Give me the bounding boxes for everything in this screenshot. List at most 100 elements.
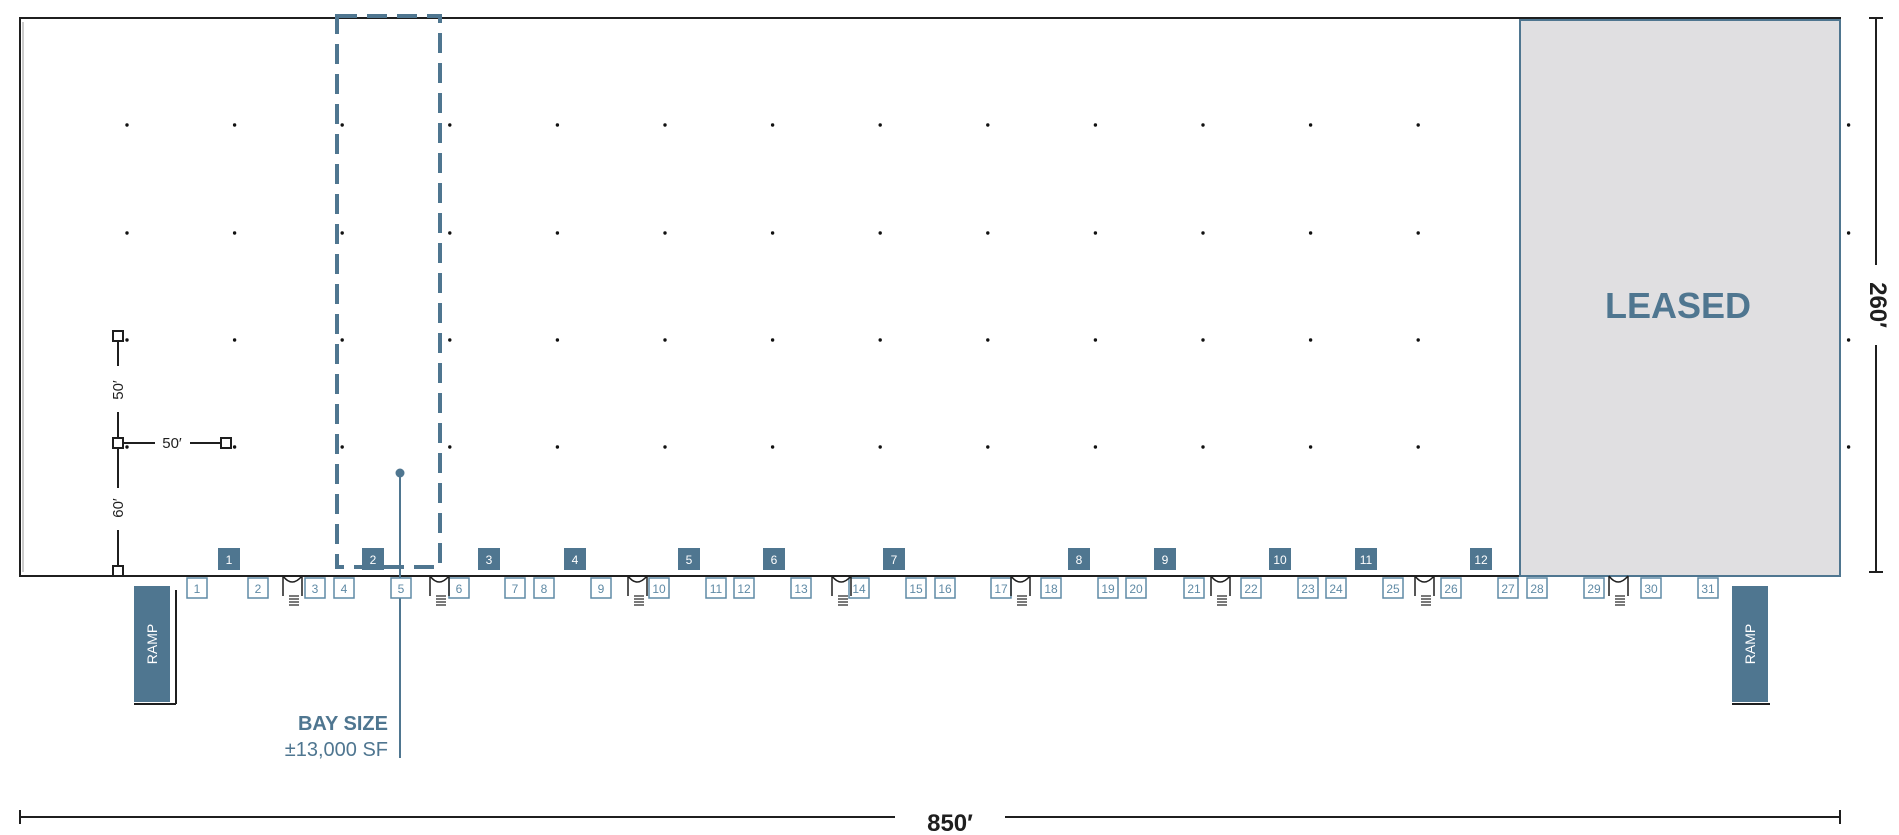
column-dot bbox=[986, 123, 990, 127]
dock-door: 10 bbox=[648, 577, 670, 599]
stair-icon bbox=[1010, 575, 1031, 606]
leased-label: LEASED bbox=[1605, 285, 1751, 326]
bay-size-title: BAY SIZE bbox=[298, 713, 388, 735]
dock-door-label: 6 bbox=[456, 582, 463, 596]
column-dot bbox=[1846, 123, 1851, 127]
drive-in-door-label: 9 bbox=[1162, 553, 1169, 567]
drive-in-door: 8 bbox=[1068, 548, 1090, 570]
drive-in-door-label: 4 bbox=[572, 553, 579, 567]
drive-in-door: 1 bbox=[218, 548, 240, 570]
dock-door: 22 bbox=[1240, 577, 1262, 599]
column-spacing-vertical-label: 50′ bbox=[110, 380, 127, 400]
column-dot bbox=[125, 445, 129, 449]
column-dot bbox=[1308, 445, 1313, 449]
column-dot bbox=[1093, 231, 1098, 235]
dock-door: 13 bbox=[790, 577, 812, 599]
dock-door: 11 bbox=[705, 577, 727, 599]
dock-door: 24 bbox=[1325, 577, 1347, 599]
dock-door-label: 30 bbox=[1644, 582, 1658, 596]
drive-in-door: 5 bbox=[678, 548, 700, 570]
dock-door: 19 bbox=[1097, 577, 1119, 599]
column-spacing-horizontal-label: 50′ bbox=[162, 435, 182, 452]
drive-in-door: 11 bbox=[1355, 548, 1377, 570]
dock-door: 25 bbox=[1382, 577, 1404, 599]
column-dot bbox=[770, 231, 775, 235]
column-dot bbox=[1093, 123, 1098, 127]
column-dot bbox=[1416, 338, 1420, 342]
column-dot bbox=[555, 123, 560, 127]
dock-door: 21 bbox=[1183, 577, 1205, 599]
dock-door-label: 7 bbox=[512, 582, 519, 596]
stair-icon bbox=[429, 575, 450, 606]
width-dimension-label: 850′ bbox=[927, 810, 973, 835]
dock-door: 15 bbox=[905, 577, 927, 599]
dock-door: 31 bbox=[1697, 577, 1719, 599]
column-dot bbox=[1416, 123, 1420, 127]
column-dot bbox=[663, 445, 667, 449]
dock-door: 27 bbox=[1497, 577, 1519, 599]
column-dot bbox=[986, 445, 990, 449]
dock-door-label: 3 bbox=[312, 582, 319, 596]
column-dot bbox=[878, 123, 882, 127]
column-dot bbox=[555, 445, 560, 449]
dock-door: 28 bbox=[1526, 577, 1548, 599]
dock-door-label: 13 bbox=[794, 582, 808, 596]
stair-icon bbox=[1414, 575, 1435, 606]
dock-door: 7 bbox=[504, 577, 526, 599]
column-dot bbox=[1201, 445, 1205, 449]
drive-in-door-label: 6 bbox=[771, 553, 778, 567]
dock-door-label: 28 bbox=[1530, 582, 1544, 596]
dock-door-label: 1 bbox=[194, 582, 201, 596]
dock-door-label: 5 bbox=[398, 582, 405, 596]
column-dot bbox=[1846, 338, 1851, 342]
stair-icon bbox=[1210, 575, 1231, 606]
column-dot bbox=[878, 231, 882, 235]
column-dot bbox=[878, 338, 882, 342]
dock-door-label: 8 bbox=[541, 582, 548, 596]
dock-door: 18 bbox=[1040, 577, 1062, 599]
dock-door: 6 bbox=[448, 577, 470, 599]
dock-door-label: 9 bbox=[598, 582, 605, 596]
dock-door: 5 bbox=[390, 577, 412, 599]
column-dot bbox=[1846, 231, 1851, 235]
drive-in-door-label: 10 bbox=[1273, 553, 1287, 567]
drive-in-door: 12 bbox=[1470, 548, 1492, 570]
column-dot bbox=[448, 338, 452, 342]
drive-in-door: 3 bbox=[478, 548, 500, 570]
column-dot bbox=[448, 445, 452, 449]
dock-door: 16 bbox=[934, 577, 956, 599]
drive-in-door-label: 8 bbox=[1076, 553, 1083, 567]
dock-door-label: 25 bbox=[1386, 582, 1400, 596]
bay-callout-dot bbox=[395, 468, 405, 478]
column-dot bbox=[555, 338, 560, 342]
column-dot bbox=[555, 231, 560, 235]
drive-in-doors: 1 2 3 4 5 6 7 8 9 10 11 12 bbox=[218, 548, 1492, 570]
dock-door-label: 16 bbox=[938, 582, 952, 596]
column-dot bbox=[1093, 338, 1098, 342]
column-dot bbox=[232, 123, 237, 127]
column-dot bbox=[125, 231, 129, 235]
drive-in-door: 9 bbox=[1154, 548, 1176, 570]
width-dimension bbox=[19, 810, 1841, 824]
column-dot bbox=[986, 231, 990, 235]
column-dot bbox=[1201, 231, 1205, 235]
dock-door-label: 18 bbox=[1044, 582, 1058, 596]
ramp-left-label: RAMP bbox=[144, 624, 160, 664]
column-dot bbox=[232, 338, 237, 342]
column-dot bbox=[1308, 231, 1313, 235]
dock-door-label: 26 bbox=[1444, 582, 1458, 596]
column-dot bbox=[448, 231, 452, 235]
column-dot bbox=[663, 231, 667, 235]
drive-in-door-label: 11 bbox=[1360, 553, 1373, 567]
column-dot bbox=[232, 445, 237, 449]
dock-door: 3 bbox=[304, 577, 326, 599]
column-dot bbox=[232, 231, 237, 235]
dock-door-label: 19 bbox=[1101, 582, 1115, 596]
column-dot bbox=[770, 123, 775, 127]
dock-door: 30 bbox=[1640, 577, 1662, 599]
dock-door-label: 15 bbox=[909, 582, 923, 596]
column-dot bbox=[448, 123, 452, 127]
dock-door: 23 bbox=[1297, 577, 1319, 599]
depth-dimension-label: 260′ bbox=[1864, 282, 1891, 328]
column-dot bbox=[1308, 338, 1313, 342]
